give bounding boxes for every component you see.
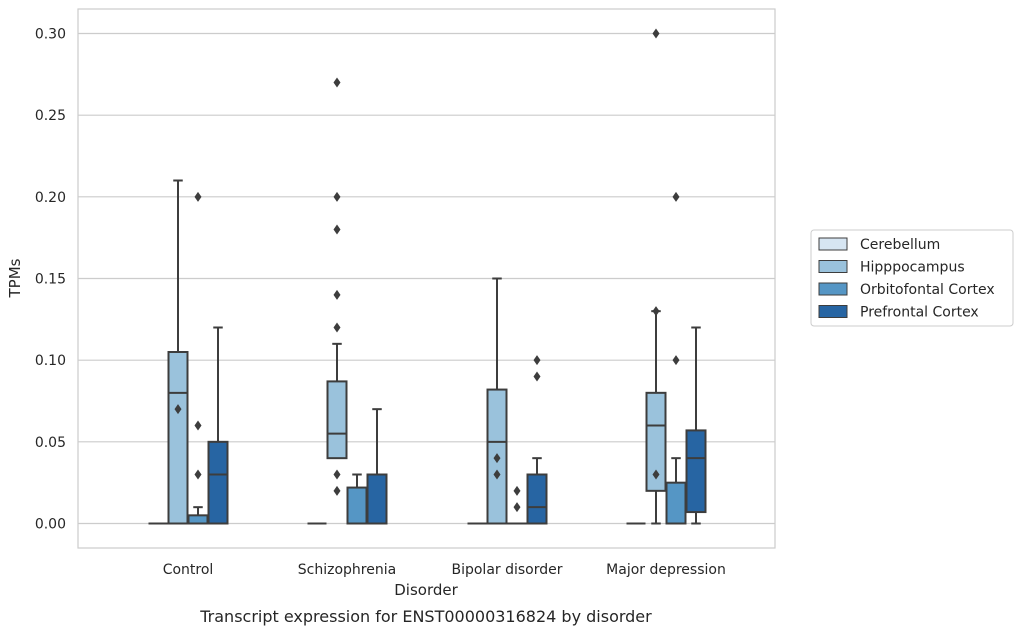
y-tick-label: 0.05 — [35, 435, 66, 451]
outlier-point — [513, 485, 521, 496]
legend-label: Prefrontal Cortex — [860, 305, 979, 321]
outlier-point — [333, 322, 341, 333]
x-tick-label: Bipolar disorder — [451, 562, 562, 578]
box-prefrontal-cortex — [685, 326, 707, 525]
x-tick-label: Schizophrenia — [298, 562, 396, 578]
box-body — [207, 440, 229, 525]
box-orbitofontal-cortex — [187, 191, 209, 525]
outlier-point — [194, 469, 202, 480]
box-body — [326, 380, 348, 460]
box-body — [167, 351, 189, 525]
outlier-point — [333, 191, 341, 202]
outlier-point — [333, 289, 341, 300]
y-axis-ticks: 0.00 0.05 0.10 0.15 0.20 0.25 0.30 — [35, 27, 66, 533]
y-tick-label: 0.10 — [35, 353, 66, 369]
outlier-point — [672, 355, 680, 366]
box-body — [665, 481, 687, 525]
x-tick-label: Control — [163, 562, 214, 578]
x-axis-ticks: Control Schizophrenia Bipolar disorder Majo… — [163, 562, 726, 578]
box-prefrontal-cortex — [526, 355, 548, 525]
y-tick-label: 0.20 — [35, 190, 66, 206]
legend-swatch — [818, 305, 848, 318]
outlier-point — [533, 355, 541, 366]
box-hipppocampus — [645, 28, 667, 525]
outlier-point — [652, 28, 660, 39]
box-orbitofontal-cortex — [665, 191, 687, 525]
legend-swatch — [818, 237, 848, 251]
y-tick-label: 0.30 — [35, 27, 66, 43]
chart-caption: Transcript expression for ENST0000031682… — [199, 607, 652, 626]
legend-label: Cerebellum — [860, 237, 940, 253]
outlier-point — [194, 420, 202, 431]
box-body — [685, 429, 707, 514]
outlier-point — [174, 404, 182, 415]
box-prefrontal-cortex — [207, 326, 229, 525]
box-body — [526, 473, 548, 525]
outlier-point — [333, 77, 341, 88]
box-prefrontal-cortex — [366, 408, 388, 525]
box-orbitofontal-cortex — [507, 485, 527, 525]
legend-label: Hipppocampus — [860, 260, 965, 276]
outlier-point — [493, 469, 501, 480]
x-tick-label: Major depression — [606, 562, 726, 578]
outlier-point — [533, 371, 541, 382]
y-tick-label: 0.25 — [35, 108, 66, 124]
y-tick-label: 0.00 — [35, 517, 66, 533]
outlier-point — [513, 502, 521, 513]
outlier-point — [333, 469, 341, 480]
box-body — [645, 391, 667, 492]
legend-frame — [810, 229, 1014, 327]
outlier-point — [493, 453, 501, 464]
x-axis-label: Disorder — [394, 581, 458, 599]
outlier-point — [194, 191, 202, 202]
legend-swatch — [818, 260, 848, 273]
box-body — [187, 514, 209, 525]
box-orbitofontal-cortex — [346, 473, 368, 525]
y-tick-label: 0.15 — [35, 272, 66, 288]
box-hipppocampus — [486, 277, 508, 525]
outlier-point — [652, 469, 660, 480]
plot-frame — [77, 8, 776, 549]
outlier-point — [333, 485, 341, 496]
box-body — [346, 486, 368, 525]
outlier-point — [333, 224, 341, 235]
box-hipppocampus — [326, 77, 348, 496]
y-axis-label: TPMs — [6, 258, 24, 298]
outlier-point — [672, 191, 680, 202]
legend: Cerebellum Hipppocampus Orbitofontal Corte… — [810, 229, 1014, 327]
box-hipppocampus — [167, 179, 189, 525]
plot-area — [78, 28, 775, 525]
box-body — [366, 473, 388, 525]
legend-swatch — [818, 282, 848, 296]
outlier-point — [652, 306, 660, 317]
legend-label: Orbitofontal Cortex — [860, 282, 995, 298]
